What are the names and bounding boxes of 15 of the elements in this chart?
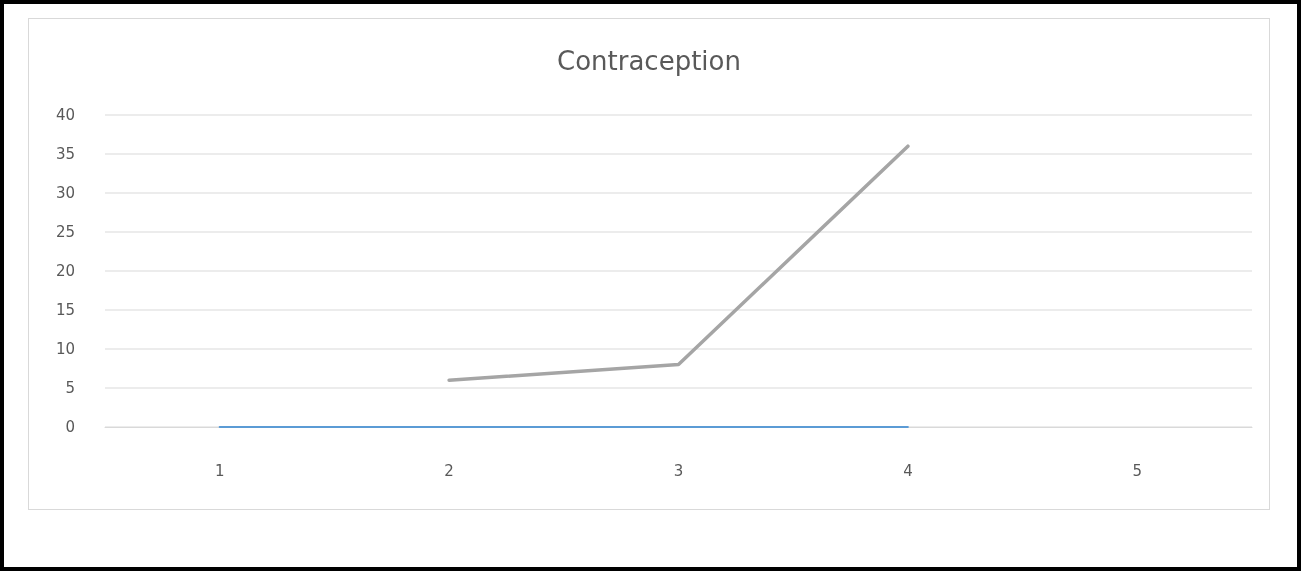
y-tick-label: 30 xyxy=(55,184,75,202)
x-tick-label: 4 xyxy=(903,461,913,480)
y-tick-label: 35 xyxy=(55,145,75,163)
x-tick-label: 2 xyxy=(444,461,454,480)
y-tick-label: 15 xyxy=(55,301,75,319)
y-tick-label: 20 xyxy=(55,262,75,280)
y-tick-label: 10 xyxy=(55,340,75,358)
y-tick-label: 25 xyxy=(55,223,75,241)
x-tick-label: 3 xyxy=(673,461,684,480)
y-tick-label: 0 xyxy=(65,418,75,436)
chart-title: Contraception xyxy=(557,46,741,76)
y-tick-label: 5 xyxy=(65,379,75,397)
x-tick-label: 5 xyxy=(1132,461,1143,480)
x-tick-label: 1 xyxy=(214,461,225,480)
y-tick-label: 40 xyxy=(55,106,75,124)
